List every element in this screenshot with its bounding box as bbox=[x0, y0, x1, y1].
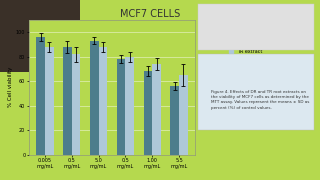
Text: MCF7 CELLS: MCF7 CELLS bbox=[120, 9, 180, 19]
Bar bbox=[179, 75, 188, 155]
Bar bbox=[63, 47, 72, 155]
Bar bbox=[72, 54, 80, 155]
Bar bbox=[90, 41, 99, 155]
Bar bbox=[144, 71, 152, 155]
Bar bbox=[125, 57, 134, 155]
Bar bbox=[36, 37, 45, 155]
Bar bbox=[171, 86, 179, 155]
Bar bbox=[117, 59, 125, 155]
Text: Figure 4. Effects of DR and TR root extracts on
the viability of MCF7 cells as d: Figure 4. Effects of DR and TR root extr… bbox=[211, 90, 309, 110]
Bar bbox=[99, 47, 107, 155]
Bar bbox=[152, 64, 161, 155]
Y-axis label: % Cell viability: % Cell viability bbox=[8, 67, 13, 107]
Bar bbox=[45, 47, 53, 155]
Legend: DR extract, TR extract: DR extract, TR extract bbox=[229, 42, 263, 54]
